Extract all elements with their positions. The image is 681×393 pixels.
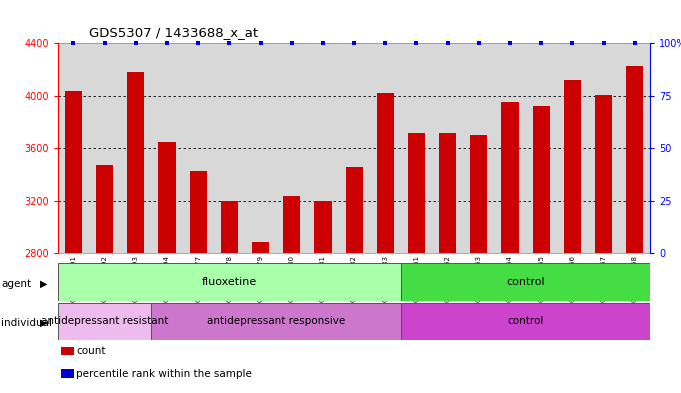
Bar: [401, 263, 650, 301]
Bar: [627, 66, 644, 253]
Bar: [315, 201, 332, 253]
Bar: [595, 95, 612, 253]
Text: agent: agent: [1, 279, 31, 289]
Bar: [252, 242, 269, 253]
Bar: [96, 165, 113, 253]
Text: fluoxetine: fluoxetine: [202, 277, 257, 287]
Bar: [58, 303, 151, 340]
Text: percentile rank within the sample: percentile rank within the sample: [76, 369, 252, 379]
Bar: [189, 171, 207, 253]
Text: individual: individual: [1, 318, 52, 328]
Bar: [408, 132, 425, 253]
Bar: [283, 196, 300, 253]
Bar: [533, 106, 550, 253]
Bar: [159, 142, 176, 253]
Bar: [401, 303, 650, 340]
Text: GDS5307 / 1433688_x_at: GDS5307 / 1433688_x_at: [89, 26, 257, 39]
Text: ▶: ▶: [39, 318, 47, 328]
Bar: [58, 263, 401, 301]
Text: control: control: [506, 277, 545, 287]
Bar: [439, 132, 456, 253]
Text: ▶: ▶: [39, 279, 47, 289]
Bar: [221, 201, 238, 253]
Bar: [151, 303, 401, 340]
Bar: [501, 102, 519, 253]
Bar: [377, 92, 394, 253]
Bar: [127, 72, 144, 253]
Text: count: count: [76, 346, 106, 356]
Text: control: control: [507, 316, 544, 326]
Text: antidepressant resistant: antidepressant resistant: [41, 316, 168, 326]
Bar: [564, 80, 581, 253]
Text: antidepressant responsive: antidepressant responsive: [207, 316, 345, 326]
Bar: [65, 91, 82, 253]
Bar: [345, 167, 363, 253]
Bar: [471, 135, 488, 253]
